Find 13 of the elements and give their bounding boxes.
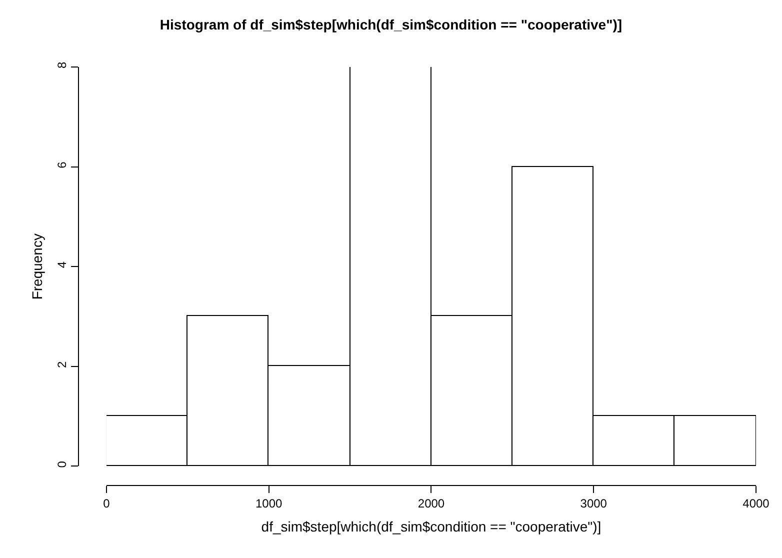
- x-tick-label: 1000: [256, 496, 283, 510]
- y-tick-label: 8: [55, 62, 70, 69]
- y-tick-label: 4: [55, 261, 70, 268]
- y-axis-title: Frequency: [28, 234, 45, 300]
- x-tick-label: 4000: [742, 496, 770, 510]
- x-tick-label: 2000: [418, 496, 445, 510]
- x-tick-label: 0: [103, 496, 110, 510]
- y-tick-label: 6: [55, 161, 70, 168]
- y-tick-label: 0: [55, 460, 70, 468]
- chart-title: Histogram of df_sim$step[which(df_sim$condition == "cooperative")]: [160, 16, 622, 32]
- x-axis-title: df_sim$step[which(df_sim$condition == "cooperative")]: [261, 518, 602, 535]
- x-tick-label: 3000: [580, 496, 608, 510]
- y-tick-label: 2: [55, 360, 70, 368]
